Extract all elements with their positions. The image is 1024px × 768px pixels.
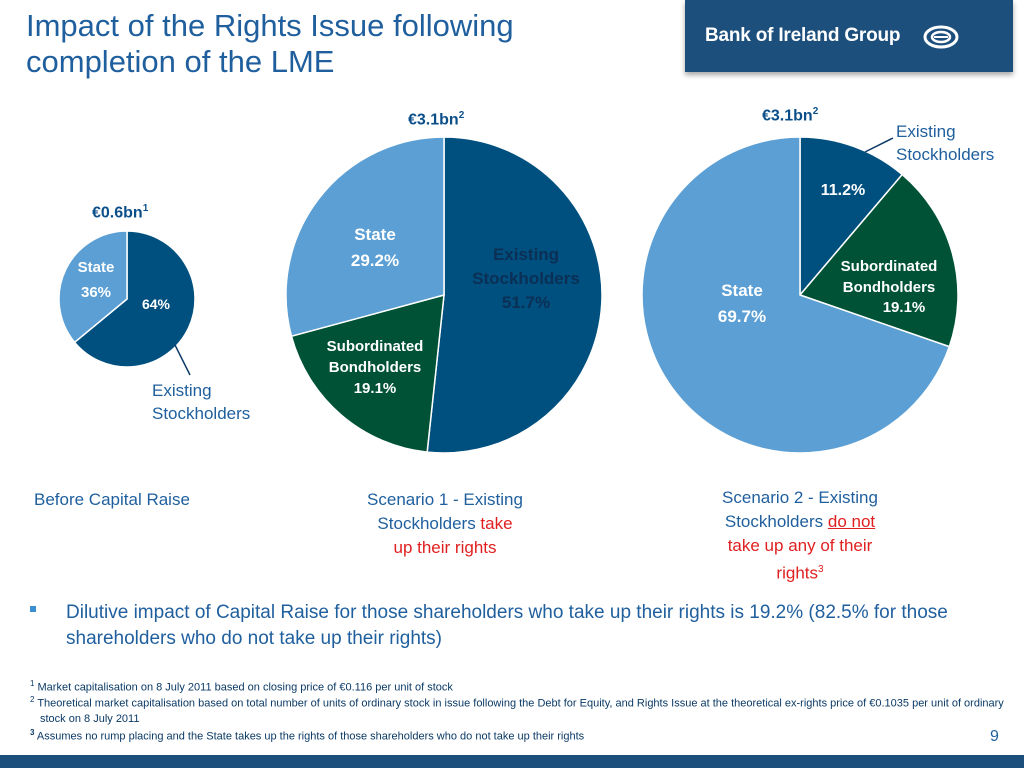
chart-2-title: €3.1bn2 — [408, 110, 465, 129]
existing-callout-line-3 — [864, 137, 894, 153]
chart-2-caption: Scenario 1 - Existing Stockholders take … — [367, 490, 523, 557]
bank-logo: Bank of Ireland Group — [685, 0, 1013, 72]
chart-3-title: €3.1bn2 — [762, 106, 819, 125]
pie-charts — [58, 136, 959, 454]
footnote-2: 2 Theoretical market capitalisation base… — [30, 695, 1004, 725]
chart-1-slice-state — [58, 230, 128, 344]
footnote-3: 3 Assumes no rump placing and the State … — [30, 728, 585, 743]
bottom-bar — [0, 755, 1024, 768]
chart-3-subordinated-value: 19.1% — [882, 299, 926, 316]
existing-callout-line-1 — [174, 344, 191, 376]
chart-1-slice-existing-stockholders — [73, 230, 196, 368]
chart-3-state-label: State 69.7% — [717, 281, 767, 326]
page-title: Impact of the Rights Issue following com… — [26, 8, 514, 79]
dilution-bullet: Dilutive impact of Capital Raise for tho… — [66, 602, 948, 649]
footnote-1: 1 Market capitalisation on 8 July 2011 b… — [30, 679, 453, 694]
chart-1-existing-value: 64% — [141, 296, 171, 312]
chart-1-existing-callout: Existing Stockholders — [152, 381, 251, 423]
chart-3-existing-callout: Existing Stockholders — [896, 122, 995, 164]
logo-text: Bank of Ireland Group — [705, 25, 901, 46]
chart-2-slice-subordinated-bondholders — [290, 293, 445, 453]
chart-3-caption: Scenario 2 - Existing Stockholders do no… — [722, 488, 878, 583]
chart-3-slice-subordinated-bondholders — [798, 173, 959, 348]
chart-1-state-label: State — [77, 259, 115, 276]
bank-of-ireland-emblem-icon — [923, 25, 959, 49]
chart-2-slice-state — [285, 136, 445, 338]
chart-1-caption: Before Capital Raise — [34, 490, 190, 509]
chart-3-subordinated-label: Subordinated Bondholders — [840, 258, 938, 296]
bullet-marker — [30, 606, 36, 612]
chart-1-state-value: 36% — [80, 284, 112, 301]
chart-1-title: €0.6bn1 — [92, 203, 149, 222]
chart-3-existing-value: 11.2% — [820, 182, 866, 199]
chart-3-slice-existing-stockholders — [799, 136, 904, 298]
page-number: 9 — [990, 728, 999, 745]
chart-2-slice-existing-stockholders — [426, 136, 603, 454]
chart-2-subordinated-label: Subordinated Bondholders 19.1% — [326, 338, 424, 397]
chart-3-slice-state — [641, 136, 951, 454]
chart-2-existing-label: Existing Stockholders 51.7% — [472, 245, 580, 312]
chart-2-state-label: State 29.2% — [350, 225, 400, 270]
